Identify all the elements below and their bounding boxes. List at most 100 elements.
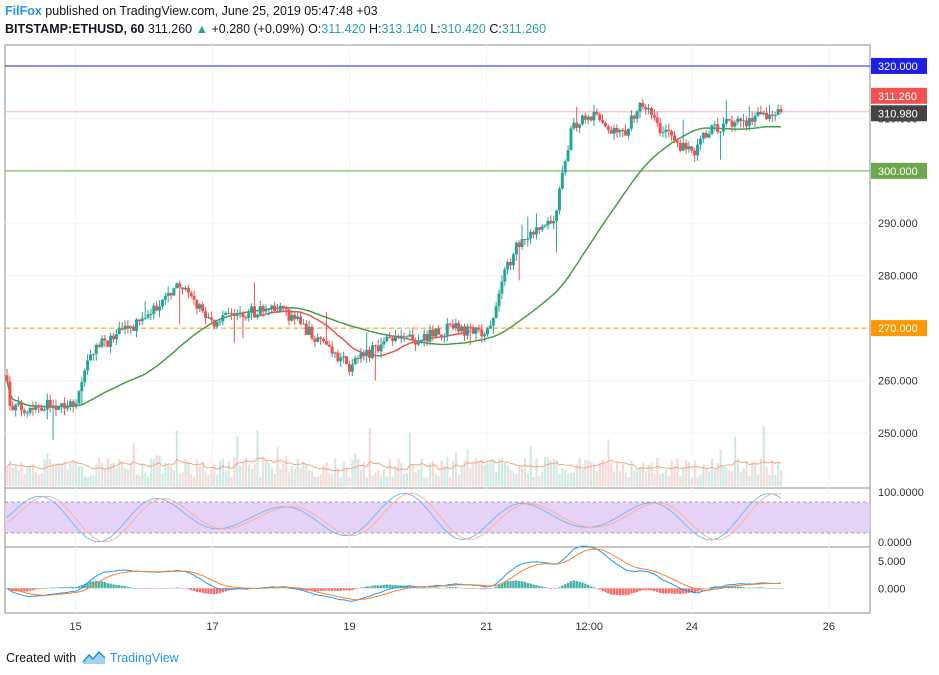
- macd-histogram-bar: [336, 588, 340, 592]
- low-value: 310.420: [440, 22, 486, 36]
- volume-bar: [250, 469, 253, 486]
- volume-bar: [195, 459, 199, 486]
- volume-bar: [316, 476, 319, 486]
- author-name[interactable]: FilFox: [5, 4, 42, 18]
- candle-body: [183, 287, 187, 290]
- candle-body: [304, 323, 308, 335]
- macd-histogram-bar: [474, 588, 478, 589]
- volume-bar: [247, 464, 250, 486]
- volume-bar: [230, 477, 233, 486]
- volume-bar: [403, 473, 406, 486]
- macd-histogram-bar: [633, 588, 636, 593]
- macd-histogram-bar: [463, 588, 466, 589]
- macd-histogram-bar: [549, 588, 553, 589]
- candle-body: [437, 328, 441, 335]
- stoch-d-line: [6, 493, 782, 543]
- candle-body: [497, 293, 501, 307]
- candle-body: [68, 401, 72, 406]
- volume-bar: [290, 466, 294, 486]
- volume-bar: [362, 462, 366, 486]
- volume-bar: [610, 462, 613, 486]
- price-chart[interactable]: 320.000310.000300.000290.000280.000270.0…: [0, 0, 939, 640]
- volume-bar: [575, 464, 578, 486]
- macd-histogram-bar: [388, 584, 391, 589]
- macd-histogram-bar: [57, 587, 61, 589]
- candle-body: [275, 310, 279, 313]
- candle-body: [339, 357, 343, 362]
- volume-bar: [638, 467, 642, 486]
- candle-body: [569, 128, 573, 151]
- volume-bar: [538, 475, 541, 486]
- level-tag-label: 270.000: [878, 323, 918, 335]
- level-tag: [871, 162, 927, 179]
- candle-body: [181, 287, 185, 290]
- volume-bar: [172, 470, 176, 486]
- candle-body: [742, 120, 746, 122]
- macd-histogram-bar: [440, 587, 443, 589]
- macd-histogram-bar: [175, 587, 178, 589]
- candle-body: [11, 405, 15, 411]
- candle-body: [399, 335, 403, 339]
- volume-bar: [460, 466, 463, 486]
- candle-body: [209, 317, 213, 320]
- macd-histogram-bar: [687, 588, 691, 593]
- macd-histogram-bar: [46, 587, 49, 589]
- macd-histogram-bar: [434, 587, 437, 589]
- volume-bar: [489, 459, 492, 486]
- volume-bar: [742, 468, 745, 486]
- volume-bar: [423, 477, 426, 486]
- macd-histogram-bar: [356, 588, 360, 589]
- candle-body: [405, 336, 409, 338]
- volume-bar: [129, 463, 132, 486]
- tradingview-link[interactable]: TradingView: [109, 651, 179, 665]
- volume-bar: [43, 459, 46, 486]
- candle-body: [557, 188, 561, 211]
- volume-bar: [518, 465, 521, 486]
- volume-bar: [221, 458, 225, 486]
- candle-body: [753, 115, 757, 122]
- candle-body: [160, 299, 164, 307]
- candle-body: [477, 327, 481, 330]
- macd-histogram-bar: [184, 588, 187, 589]
- macd-histogram-bar: [679, 588, 682, 595]
- candle-body: [28, 407, 32, 413]
- candle-body: [391, 337, 395, 342]
- volume-bar: [40, 472, 43, 486]
- macd-histogram-bar: [339, 588, 342, 591]
- candle-body: [563, 161, 567, 173]
- volume-bar: [138, 474, 141, 486]
- volume-bar: [434, 474, 437, 486]
- volume-bar: [400, 463, 403, 486]
- volume-bar: [733, 436, 737, 486]
- candle-body: [166, 292, 170, 296]
- candle-body: [25, 412, 29, 414]
- volume-bar: [103, 468, 107, 486]
- candle-body: [549, 220, 553, 224]
- macd-histogram-bar: [215, 588, 219, 594]
- candle-body: [534, 227, 538, 235]
- volume-bar: [756, 474, 760, 486]
- macd-histogram-bar: [454, 587, 458, 589]
- macd-histogram-bar: [417, 587, 420, 589]
- candle-body: [206, 317, 210, 319]
- volume-bar: [627, 476, 630, 486]
- macd-histogram-bar: [469, 588, 472, 589]
- volume-bar: [426, 477, 429, 486]
- candle-body: [278, 305, 282, 313]
- candle-body: [724, 119, 728, 124]
- candle-body: [83, 370, 87, 383]
- candle-body: [327, 344, 331, 347]
- candle-body: [270, 305, 274, 310]
- candle-body: [109, 335, 113, 347]
- volume-bar: [374, 472, 377, 486]
- macd-histogram-bar: [60, 587, 63, 589]
- candle-body: [454, 322, 458, 329]
- volume-bar: [302, 461, 305, 486]
- candle-body: [88, 354, 92, 361]
- candle-body: [632, 115, 636, 119]
- volume-bar: [736, 458, 740, 486]
- macd-histogram-bar: [486, 588, 489, 590]
- macd-histogram-bar: [20, 588, 23, 592]
- time-tick-label: 26: [823, 621, 835, 633]
- candle-body: [624, 130, 628, 136]
